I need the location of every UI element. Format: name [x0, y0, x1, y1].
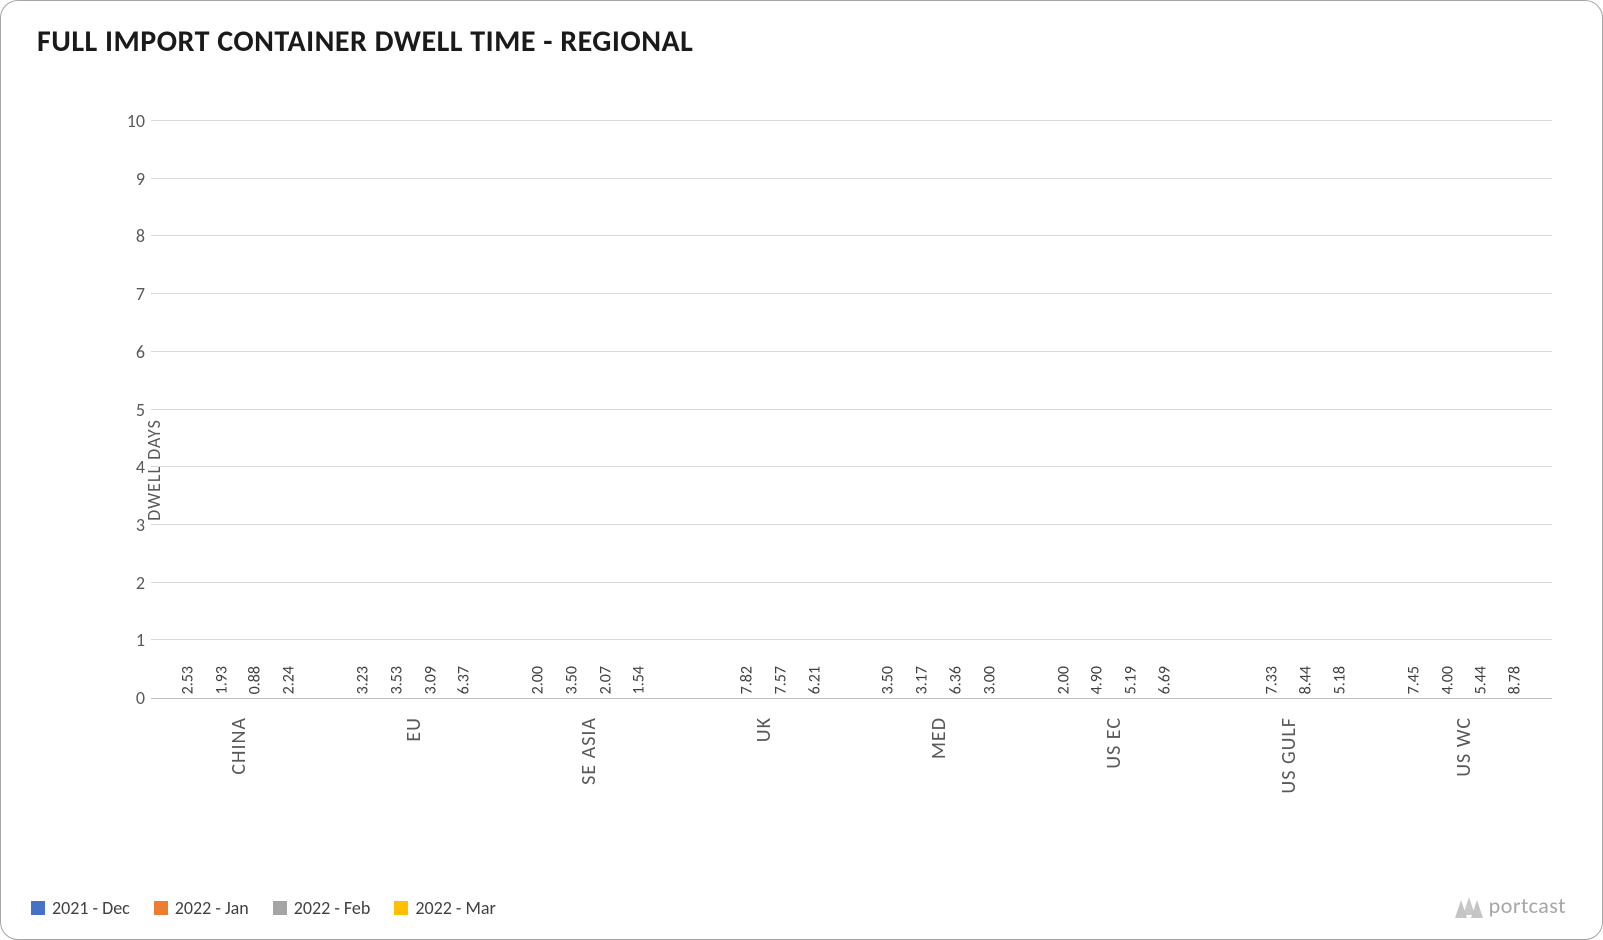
bar-group: 2.00 3.50 2.07 1.54 — [501, 121, 676, 698]
legend-item: 2022 - Mar — [394, 897, 495, 919]
bar-value-label: 6.21 — [805, 666, 824, 694]
bars: 7.45 4.00 5.44 8.78 — [1398, 121, 1531, 698]
bars: 2.00 3.50 2.07 1.54 — [522, 121, 655, 698]
bar-value-label: 6.69 — [1155, 666, 1174, 694]
y-tick-label: 3 — [115, 514, 145, 536]
bar-value-label: 4.00 — [1438, 666, 1457, 694]
bars: 7.82 7.57 6.21 — [697, 121, 830, 698]
bar-value-label: 3.00 — [980, 666, 999, 694]
bars: 7.33 8.44 5.18 — [1223, 121, 1356, 698]
x-tick-label: EU — [326, 699, 501, 849]
bar-value-label: 3.50 — [879, 666, 898, 694]
bar-value-label: 2.24 — [280, 666, 299, 694]
bar-group: 2.53 1.93 0.88 2.24 — [151, 121, 326, 698]
x-tick-label: CHINA — [151, 699, 326, 849]
bars: 2.00 4.90 5.19 6.69 — [1048, 121, 1181, 698]
legend-item: 2022 - Jan — [154, 897, 249, 919]
legend-swatch — [273, 901, 287, 915]
x-tick-label: MED — [852, 699, 1027, 849]
bars: 2.53 1.93 0.88 2.24 — [172, 121, 305, 698]
bar-value-label: 7.82 — [738, 666, 757, 694]
chart-card: FULL IMPORT CONTAINER DWELL TIME - REGIO… — [0, 0, 1603, 940]
bar-group: 3.50 3.17 6.36 3.00 — [852, 121, 1027, 698]
bar-value-label: 5.44 — [1472, 666, 1491, 694]
y-tick-label: 6 — [115, 341, 145, 363]
bar-value-label: 6.36 — [946, 666, 965, 694]
bars: 3.23 3.53 3.09 6.37 — [347, 121, 480, 698]
x-tick-label: US WC — [1377, 699, 1552, 849]
legend-swatch — [154, 901, 168, 915]
bar-value-label: 3.53 — [387, 666, 406, 694]
bar-value-label: 8.44 — [1297, 666, 1316, 694]
bar-value-label: 3.50 — [562, 666, 581, 694]
legend-label: 2021 - Dec — [52, 897, 130, 919]
legend-item: 2022 - Feb — [273, 897, 371, 919]
plot-wrap: DWELL DAYS 2.531.930.882.243.233.533.096… — [71, 91, 1562, 849]
plot-area: 2.53 1.93 0.88 2.24 3.23 3.53 3.09 6.37 2.00 3.50… — [151, 121, 1552, 699]
x-tick-label: US GULF — [1202, 699, 1377, 849]
legend-swatch — [31, 901, 45, 915]
y-tick-label: 4 — [115, 456, 145, 478]
legend: 2021 - Dec 2022 - Jan 2022 - Feb 2022 - Mar — [31, 897, 496, 919]
bar-value-label: 7.33 — [1263, 666, 1282, 694]
legend-label: 2022 - Mar — [415, 897, 495, 919]
bar-value-label: 2.07 — [596, 666, 615, 694]
y-tick-label: 8 — [115, 225, 145, 247]
y-tick-label: 9 — [115, 168, 145, 190]
bar-value-label: 3.09 — [421, 666, 440, 694]
x-tick-label: UK — [676, 699, 851, 849]
bar-group: 2.00 4.90 5.19 6.69 — [1027, 121, 1202, 698]
bar-value-label: 1.93 — [212, 666, 231, 694]
brand-mark-icon — [1459, 897, 1483, 915]
y-tick-label: 7 — [115, 283, 145, 305]
y-tick-label: 2 — [115, 572, 145, 594]
x-tick-label: SE ASIA — [501, 699, 676, 849]
bars: 3.50 3.17 6.36 3.00 — [873, 121, 1006, 698]
bar-value-label: 5.18 — [1330, 666, 1349, 694]
bar-group: 3.23 3.53 3.09 6.37 — [326, 121, 501, 698]
bar-value-label: 0.88 — [246, 666, 265, 694]
bar-group: 7.33 8.44 5.18 — [1202, 121, 1377, 698]
legend-label: 2022 - Feb — [294, 897, 371, 919]
bar-value-label: 6.37 — [455, 666, 474, 694]
bar-groups: 2.53 1.93 0.88 2.24 3.23 3.53 3.09 6.37 2.00 3.50… — [151, 121, 1552, 698]
bar-value-label: 2.00 — [529, 666, 548, 694]
bar-value-label: 3.23 — [354, 666, 373, 694]
bar-group: 7.82 7.57 6.21 — [676, 121, 851, 698]
y-tick-label: 1 — [115, 629, 145, 651]
bar-value-label: 4.90 — [1088, 666, 1107, 694]
y-tick-label: 10 — [115, 110, 145, 132]
legend-item: 2021 - Dec — [31, 897, 130, 919]
bar-value-label: 7.45 — [1404, 666, 1423, 694]
y-tick-label: 0 — [115, 687, 145, 709]
bar-value-label: 1.54 — [630, 666, 649, 694]
chart-title: FULL IMPORT CONTAINER DWELL TIME - REGIO… — [37, 23, 1572, 60]
y-tick-label: 5 — [115, 399, 145, 421]
bar-value-label: 2.00 — [1054, 666, 1073, 694]
x-axis-labels: CHINAEUSE ASIAUKMEDUS ECUS GULFUS WC — [151, 699, 1552, 849]
bar-value-label: 5.19 — [1122, 666, 1141, 694]
bar-value-label: 8.78 — [1506, 666, 1525, 694]
bar-group: 7.45 4.00 5.44 8.78 — [1377, 121, 1552, 698]
bar-value-label: 3.17 — [913, 666, 932, 694]
brand-name: portcast — [1489, 892, 1566, 919]
bar-value-label: 2.53 — [178, 666, 197, 694]
x-tick-label: US EC — [1027, 699, 1202, 849]
bar-value-label: 7.57 — [771, 666, 790, 694]
legend-label: 2022 - Jan — [175, 897, 249, 919]
brand: portcast — [1459, 892, 1566, 919]
legend-swatch — [394, 901, 408, 915]
